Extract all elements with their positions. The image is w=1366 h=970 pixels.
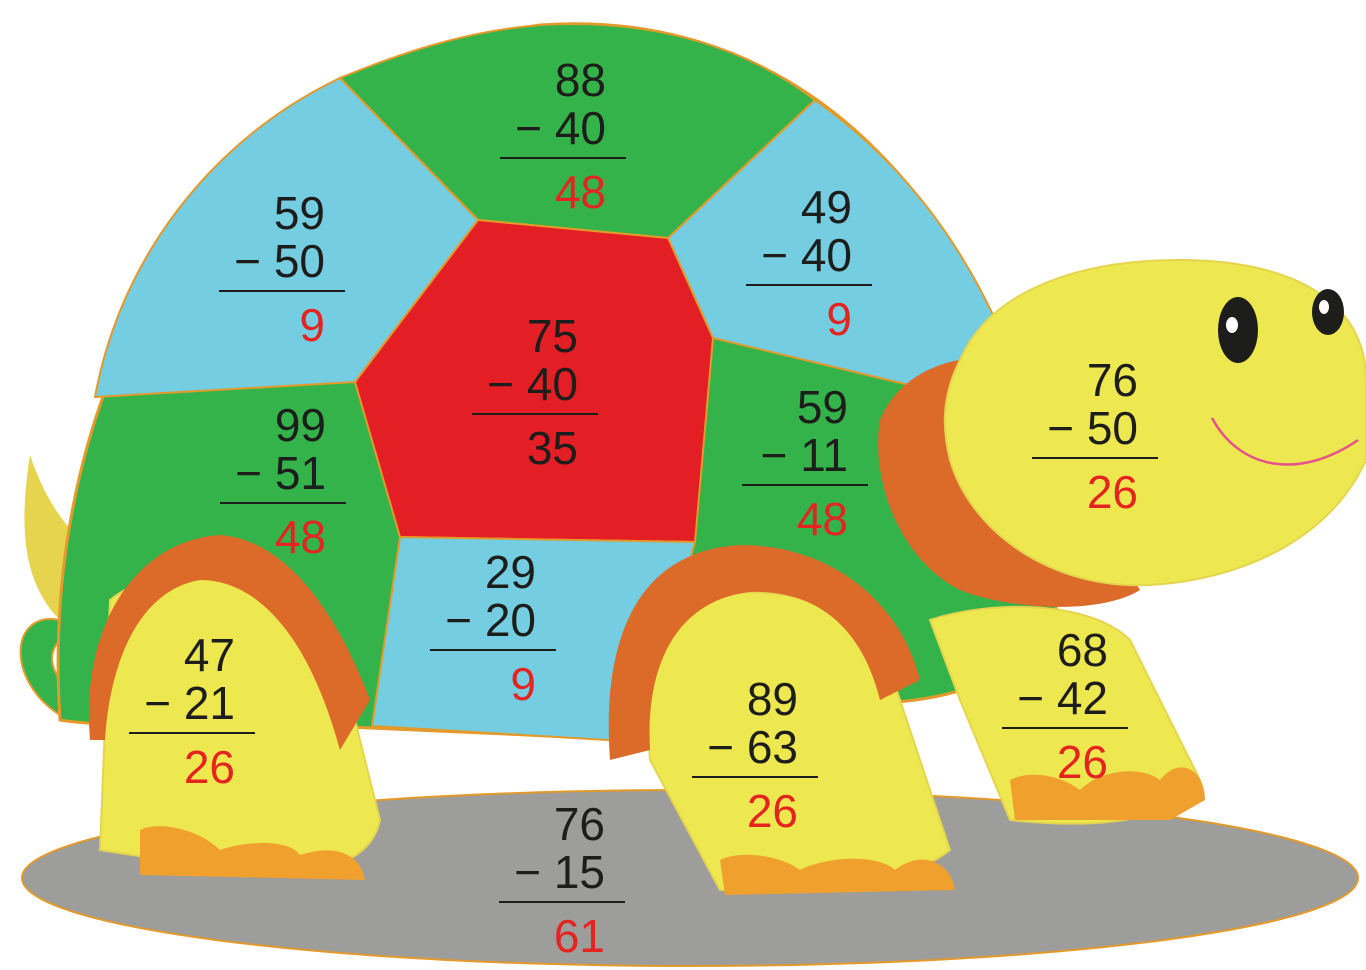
minuend: 99	[275, 399, 326, 451]
answer: 9	[826, 293, 852, 345]
minuend: 88	[555, 54, 606, 106]
answer: 26	[1057, 736, 1108, 788]
front-foot	[1010, 767, 1205, 820]
answer: 9	[510, 658, 536, 710]
answer: 26	[1087, 466, 1138, 518]
answer: 26	[747, 785, 798, 837]
minuend: 76	[554, 798, 605, 850]
left-eye-shine	[1226, 317, 1238, 333]
shell-top	[338, 23, 817, 240]
smile	[1210, 417, 1359, 466]
subtrahend: − 40	[515, 102, 606, 154]
minuend: 59	[797, 381, 848, 433]
head	[943, 258, 1366, 587]
shell-left	[93, 76, 480, 399]
minuend: 49	[801, 181, 852, 233]
subtrahend: − 21	[144, 677, 235, 729]
subtrahend: − 42	[1017, 672, 1108, 724]
minuend: 89	[747, 673, 798, 725]
minuend: 76	[1087, 354, 1138, 406]
middle-foot	[720, 854, 955, 895]
subtrahend: − 51	[235, 447, 326, 499]
right-eye	[1312, 289, 1344, 335]
answer: 48	[275, 511, 326, 563]
subtrahend: − 20	[445, 594, 536, 646]
answer: 35	[527, 422, 578, 474]
minuend: 75	[527, 310, 578, 362]
subtrahend: − 50	[234, 235, 325, 287]
minuend: 68	[1057, 624, 1108, 676]
answer: 26	[184, 741, 235, 793]
answer: 48	[797, 493, 848, 545]
subtrahend: − 15	[514, 846, 605, 898]
answer: 9	[299, 299, 325, 351]
left-eye	[1218, 297, 1258, 363]
subtrahend: − 40	[761, 229, 852, 281]
back-leg-cuff	[88, 535, 371, 750]
minuend: 59	[274, 187, 325, 239]
minuend: 47	[184, 629, 235, 681]
subtrahend: − 11	[761, 429, 848, 481]
subtrahend: − 50	[1047, 402, 1138, 454]
middle-leg-cuff	[608, 545, 920, 760]
minuend: 29	[485, 546, 536, 598]
right-eye-shine	[1319, 300, 1329, 314]
subtrahend: − 63	[707, 721, 798, 773]
answer: 48	[555, 166, 606, 218]
answer: 61	[554, 910, 605, 962]
subtrahend: − 40	[487, 358, 578, 410]
back-foot	[140, 826, 365, 880]
